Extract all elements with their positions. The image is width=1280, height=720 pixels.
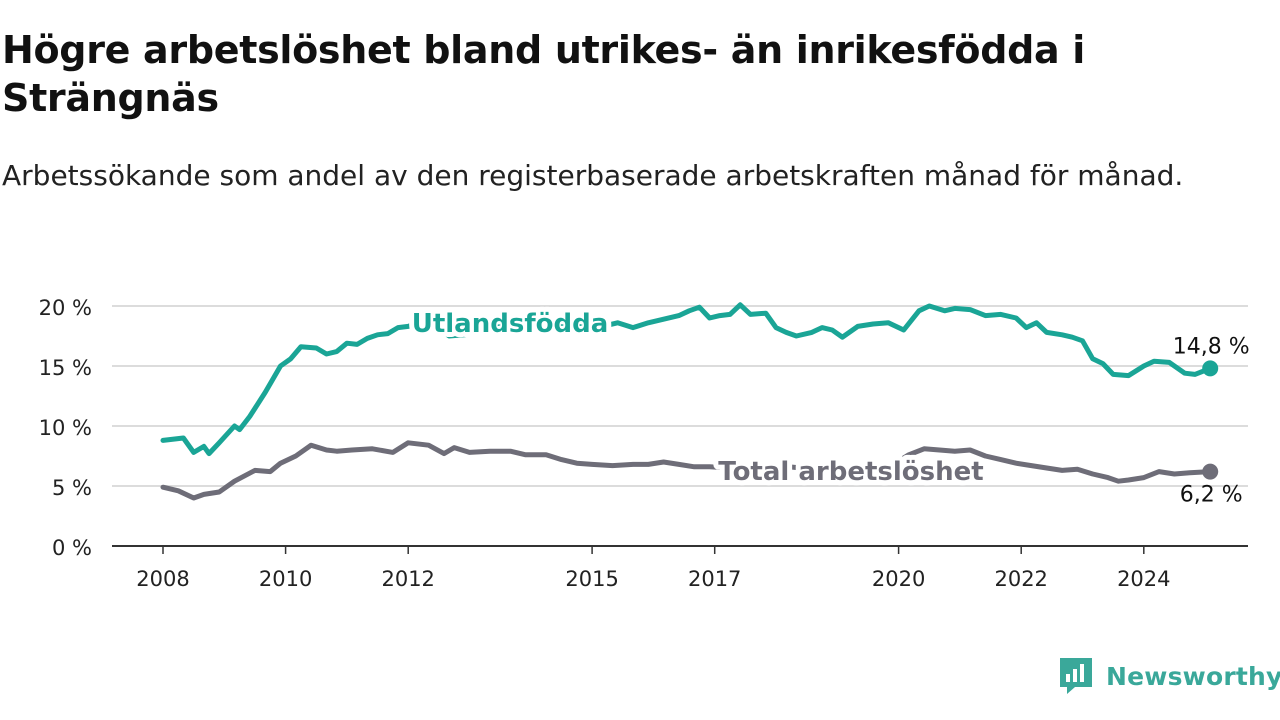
x-tick-label: 2015: [565, 567, 618, 591]
x-tick-label: 2020: [872, 567, 925, 591]
x-tick-label: 2008: [136, 567, 189, 591]
series-line-total: [160, 440, 1213, 501]
x-tick-label: 2010: [259, 567, 312, 591]
newsworthy-logo-icon: [1060, 658, 1092, 694]
series-end-point: [1202, 463, 1219, 480]
end-value-label: 14,8 %: [1173, 334, 1250, 359]
y-tick-label: 15 %: [39, 356, 92, 380]
x-tick-label: 2022: [994, 567, 1047, 591]
y-tick-label: 20 %: [39, 296, 92, 320]
series-end-point: [1202, 360, 1219, 377]
chart-title: Högre arbetslöshet bland utrikes- än inr…: [2, 28, 1085, 120]
x-tick-label: 2012: [381, 567, 434, 591]
series-name-label: Utlandsfödda: [412, 309, 609, 339]
newsworthy-brand: Newsworthy: [1058, 656, 1280, 696]
end-value-label: 6,2 %: [1180, 483, 1243, 508]
series-line-utlandsfodda: [160, 302, 1213, 457]
x-tick-label: 2024: [1117, 567, 1170, 591]
y-tick-label: 5 %: [52, 476, 92, 500]
y-tick-label: 0 %: [52, 536, 92, 560]
x-tick-label: 2017: [688, 567, 741, 591]
series-name-label: Total arbetslöshet: [718, 457, 983, 487]
chart-subtitle: Arbetssökande som andel av den registerb…: [2, 159, 1184, 192]
y-tick-label: 10 %: [39, 416, 92, 440]
brand-name: Newsworthy: [1106, 661, 1280, 691]
